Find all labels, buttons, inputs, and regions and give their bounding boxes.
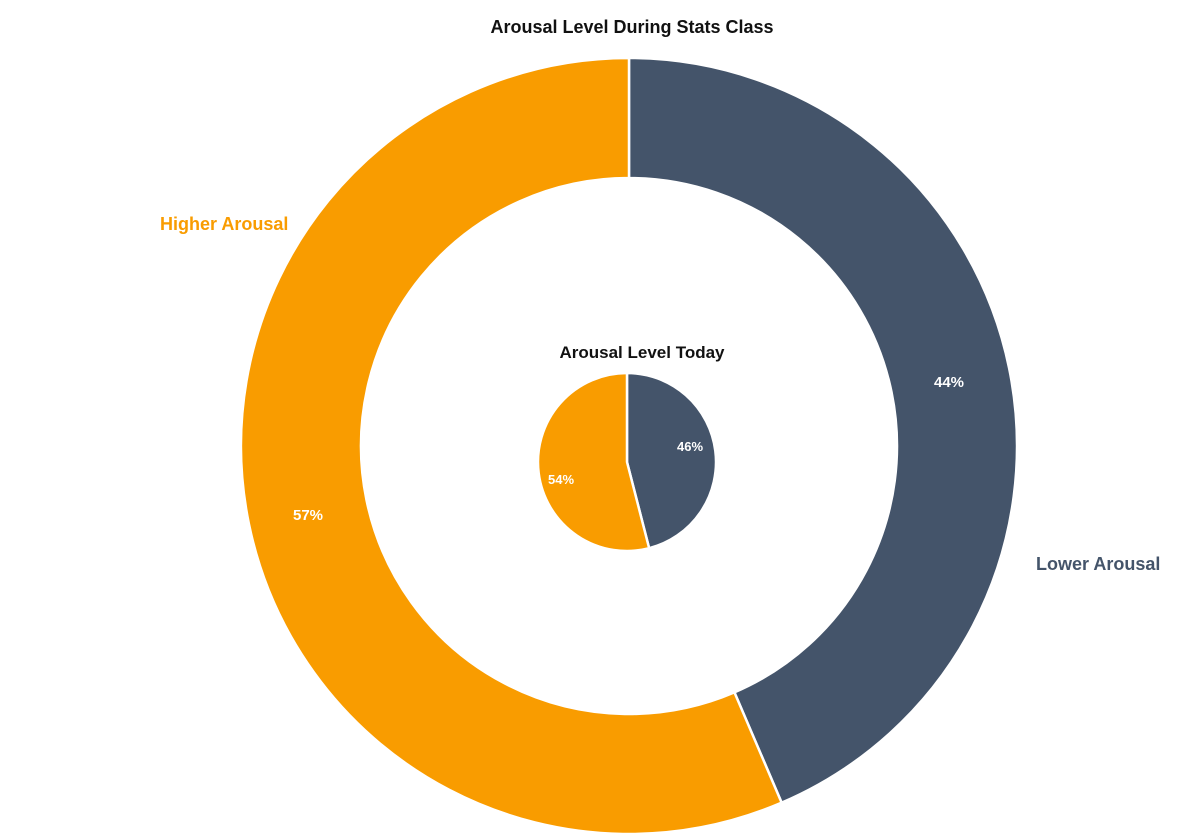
inner-chart-title: Arousal Level Today (559, 343, 725, 362)
category-label-higher: Higher Arousal (160, 214, 288, 234)
inner-slice-higher-arousal (536, 371, 651, 553)
outer-data-label-higher: 57% (293, 507, 323, 524)
outer-data-label-lower: 44% (934, 374, 964, 391)
inner-data-label-higher: 54% (548, 472, 574, 487)
inner-pie-slices (536, 371, 718, 553)
outer-donut-slices (239, 56, 1019, 836)
inner-slice-lower-arousal (625, 371, 718, 550)
outer-slice-lower-arousal (627, 56, 1019, 805)
category-label-lower: Lower Arousal (1036, 554, 1160, 574)
outer-chart-title: Arousal Level During Stats Class (490, 17, 773, 37)
inner-data-label-lower: 46% (677, 439, 703, 454)
outer-slice-higher-arousal (239, 56, 784, 836)
